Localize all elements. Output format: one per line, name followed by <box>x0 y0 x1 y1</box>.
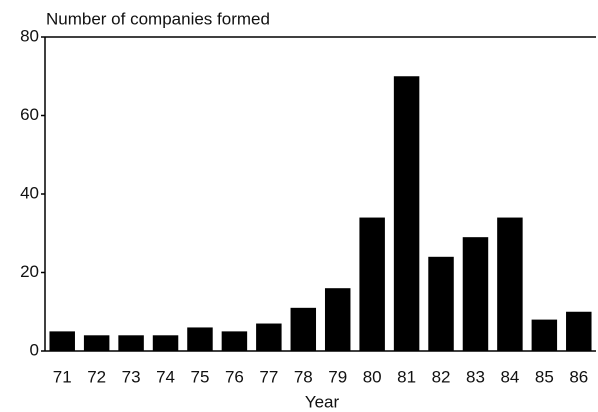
y-tick-label: 40 <box>20 183 39 202</box>
bar <box>256 323 282 351</box>
bar <box>187 327 213 351</box>
y-tick-label: 80 <box>20 26 39 45</box>
bar <box>221 331 248 351</box>
y-tick-label: 0 <box>30 340 39 359</box>
chart-title: Number of companies formed <box>46 9 270 28</box>
x-tick-label: 84 <box>500 367 519 386</box>
x-tick-label: 72 <box>87 367 106 386</box>
x-tick-label: 77 <box>259 367 278 386</box>
bar <box>566 311 592 351</box>
bar <box>359 217 385 351</box>
bar <box>290 307 317 351</box>
bar <box>324 288 351 351</box>
x-tick-label: 75 <box>191 367 210 386</box>
x-tick-label: 83 <box>466 367 485 386</box>
x-tick-label: 85 <box>535 367 554 386</box>
x-tick-label: 73 <box>122 367 141 386</box>
x-tick-label: 81 <box>397 367 416 386</box>
x-tick-label: 86 <box>569 367 588 386</box>
bar <box>118 335 144 351</box>
x-axis-label: Year <box>305 392 340 411</box>
bar <box>497 217 523 351</box>
bar <box>83 335 110 351</box>
x-tick-label: 79 <box>328 367 347 386</box>
bar <box>531 319 558 351</box>
x-tick-label: 82 <box>432 367 451 386</box>
bar <box>428 256 454 351</box>
x-tick-label: 71 <box>53 367 72 386</box>
bar <box>462 237 489 351</box>
x-tick-label: 74 <box>156 367 175 386</box>
x-tick-label: 80 <box>363 367 382 386</box>
x-tick-label: 78 <box>294 367 313 386</box>
bar <box>393 76 420 351</box>
y-tick-label: 60 <box>20 105 39 124</box>
x-tick-label: 76 <box>225 367 244 386</box>
bar <box>152 335 179 351</box>
bar <box>49 331 75 351</box>
y-tick-label: 20 <box>20 262 39 281</box>
